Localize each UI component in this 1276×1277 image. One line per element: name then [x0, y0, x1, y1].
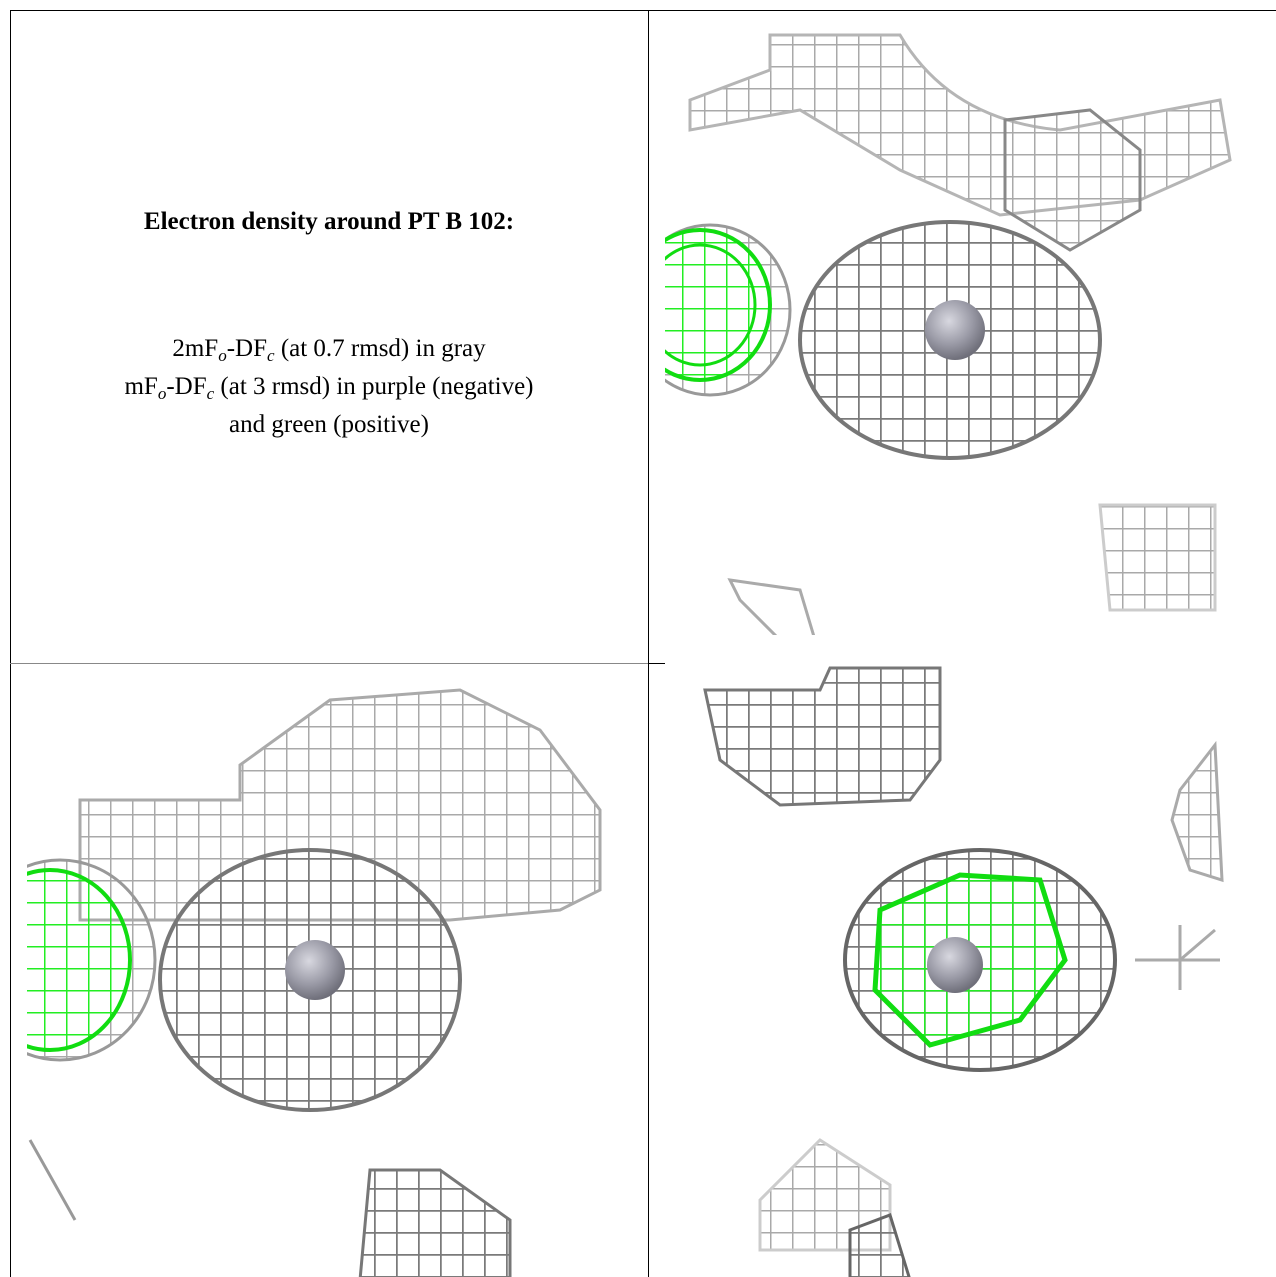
text-run: mF	[124, 373, 158, 400]
text-run: 2mF	[172, 335, 219, 362]
subscript: c	[267, 346, 275, 365]
caption-lines: 2mFo-DFc (at 0.7 rmsd) in gray mFo-DFc (a…	[10, 330, 648, 444]
subscript: c	[206, 384, 215, 403]
caption-line: mFo-DFc (at 3 rmsd) in purple (negative)	[10, 368, 648, 406]
text-run: and green (positive)	[229, 411, 429, 438]
density-view-2	[27, 688, 602, 1277]
caption-line: and green (positive)	[10, 406, 648, 444]
subscript: o	[157, 384, 167, 403]
density-view-1	[665, 33, 1232, 635]
caption: Electron density around PT B 102: 2mFo-D…	[10, 10, 648, 663]
text-run: (at 0.7 rmsd) in gray	[274, 335, 486, 362]
subscript: o	[218, 346, 227, 365]
table-borders	[10, 10, 1276, 1277]
caption-title: Electron density around PT B 102:	[143, 208, 515, 235]
caption-line: 2mFo-DFc (at 0.7 rmsd) in gray	[10, 330, 648, 368]
density-view-3	[703, 666, 1224, 1277]
text-run: -DF	[226, 335, 268, 362]
text-run: (at 3 rmsd) in purple (negative)	[214, 373, 534, 400]
text-run: -DF	[166, 373, 207, 400]
